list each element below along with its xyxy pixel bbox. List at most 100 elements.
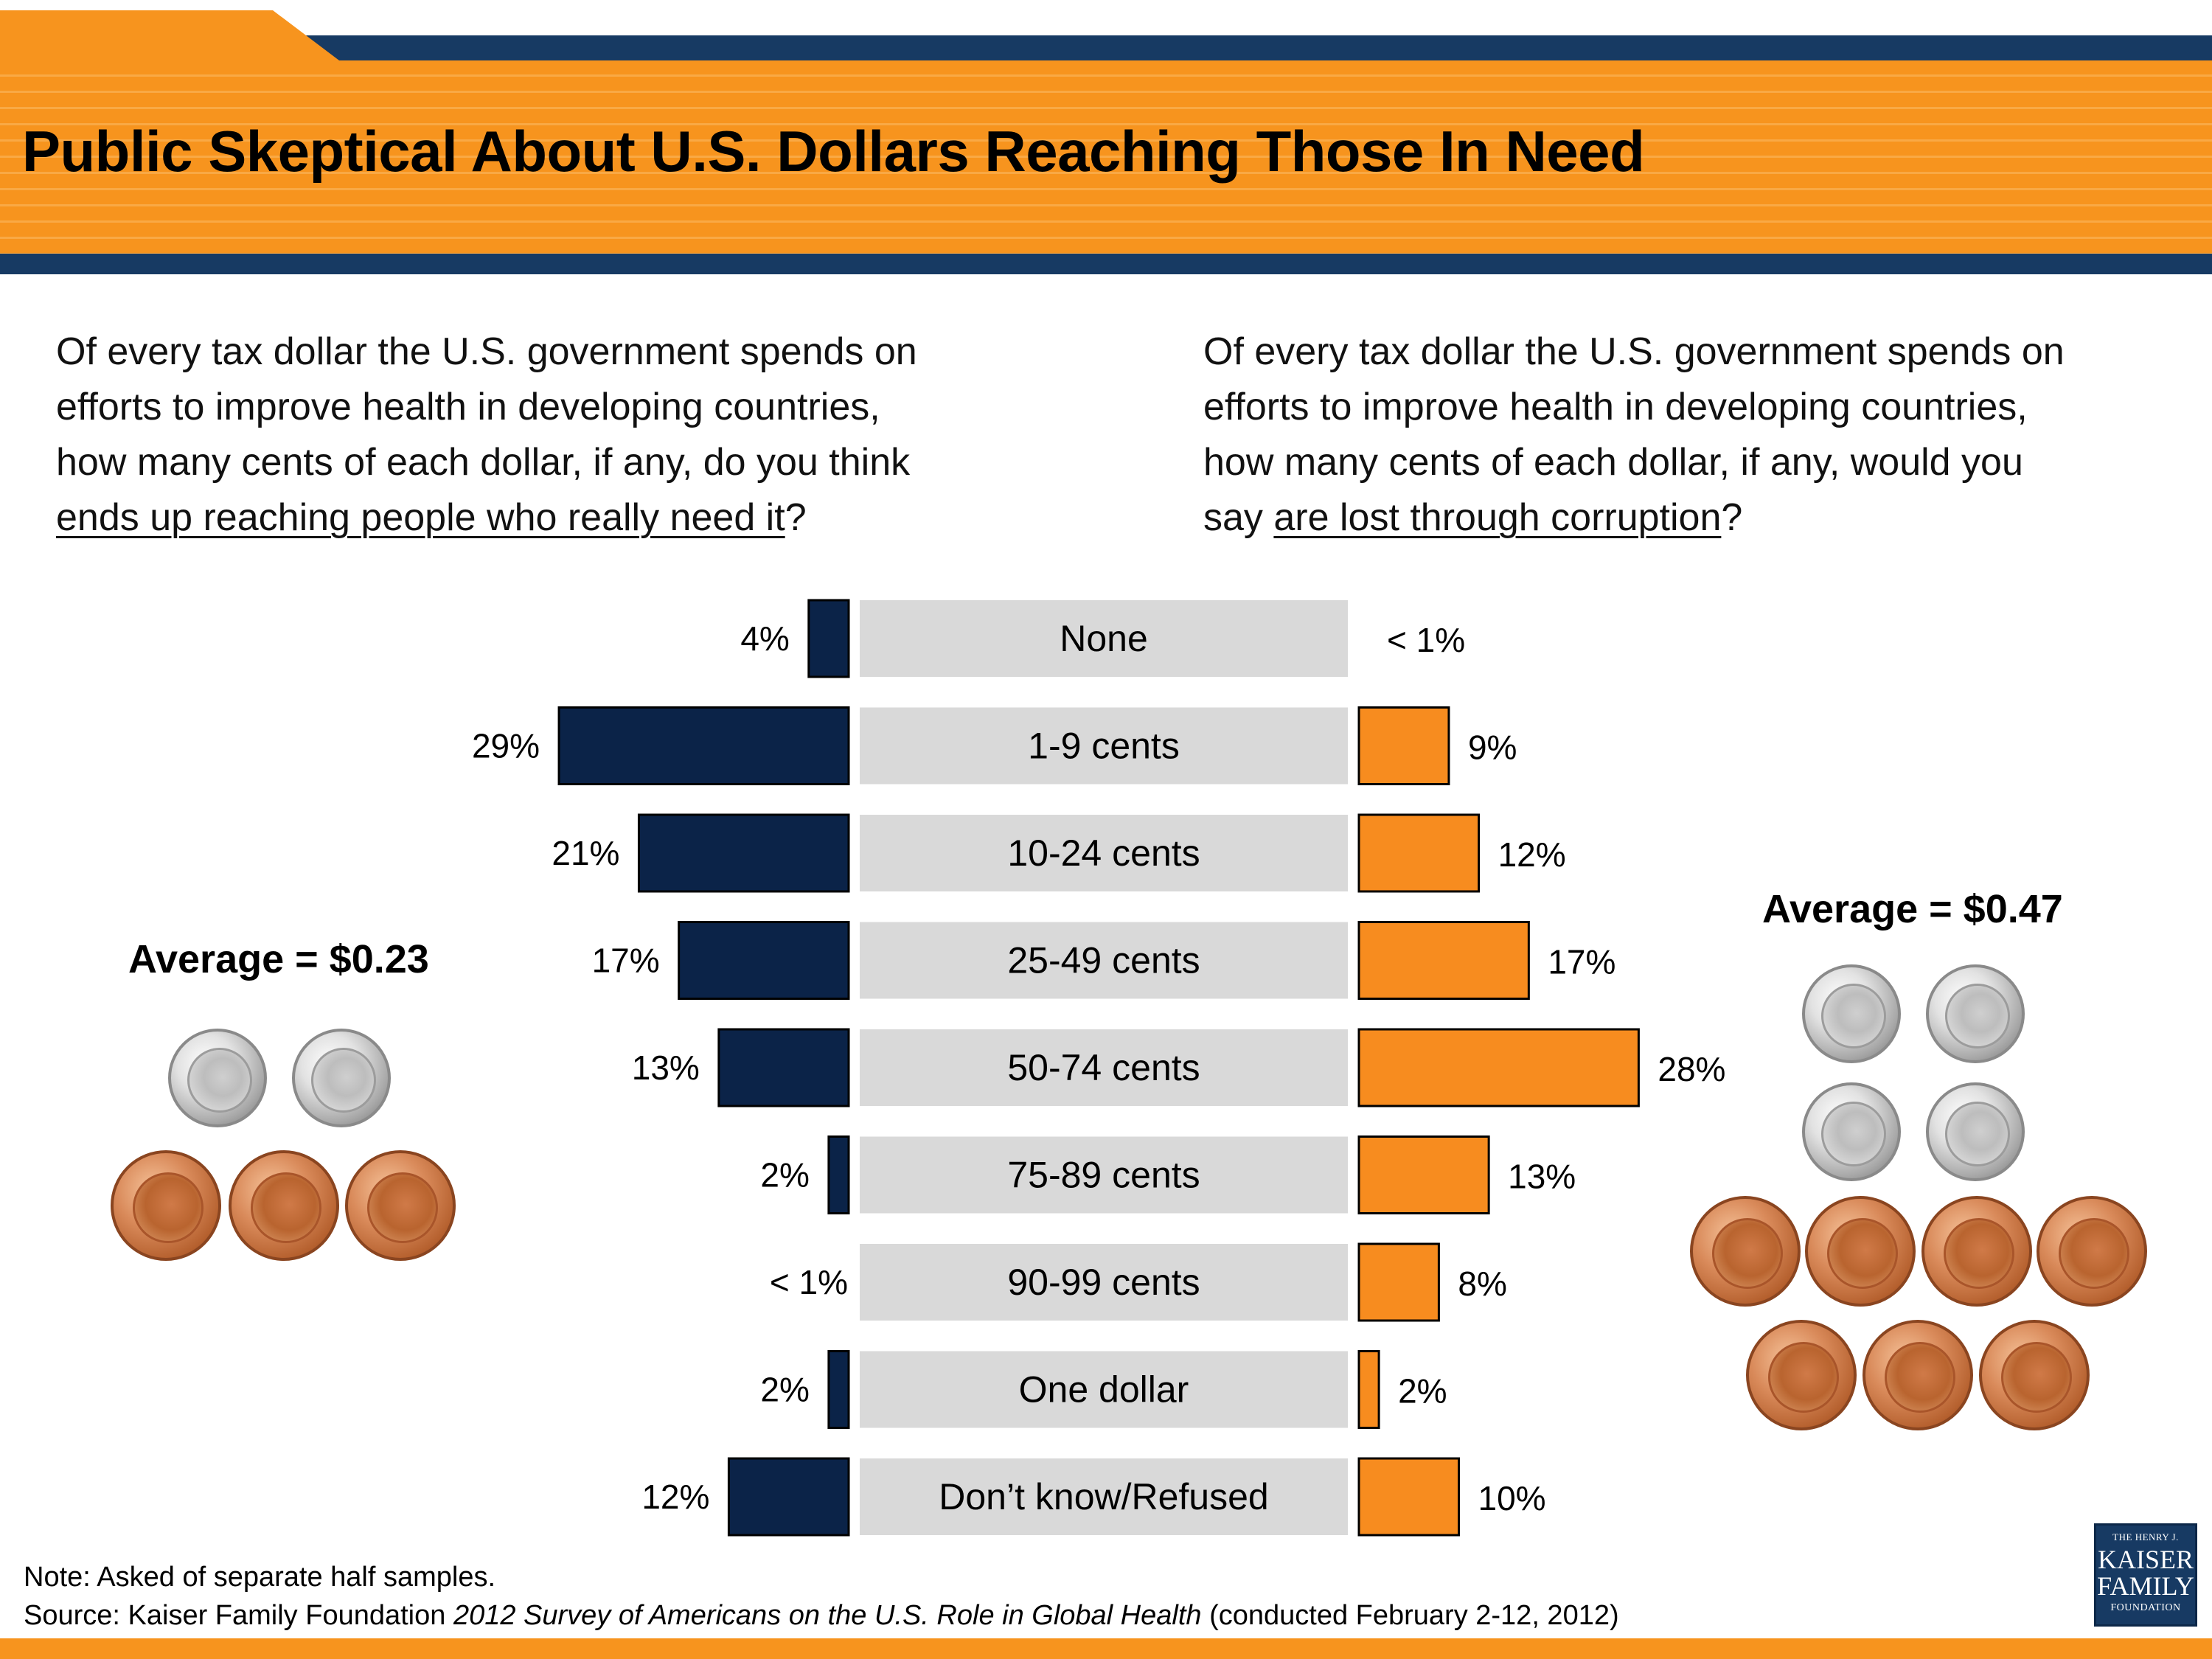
- question-right-line-3: how many cents of each dollar, if any, w…: [1203, 441, 2023, 484]
- bar-corruption: [1357, 921, 1530, 1000]
- question-left-line-4: ends up reaching people who really need …: [56, 490, 1118, 546]
- bar-reach: [807, 599, 850, 678]
- category-label: 1-9 cents: [1028, 726, 1180, 767]
- bar-reach: [678, 921, 850, 1000]
- category-label-box: [860, 600, 1348, 677]
- category-label-box: [860, 1351, 1348, 1428]
- average-right: Average = $0.47: [1762, 887, 2063, 931]
- bar-corruption: [1357, 1135, 1490, 1214]
- category-label-box: [860, 707, 1348, 785]
- penny-icon: [1921, 1196, 2032, 1307]
- source-prefix: Source: Kaiser Family Foundation: [24, 1600, 453, 1631]
- data-label-reach: 29%: [472, 727, 540, 765]
- category-label-box: [860, 815, 1348, 891]
- dime-icon: [292, 1029, 391, 1127]
- category-label: None: [1060, 618, 1148, 659]
- bar-reach: [727, 1457, 850, 1537]
- penny-icon: [345, 1150, 456, 1261]
- source-note: Source: Kaiser Family Foundation 2012 Su…: [24, 1600, 1619, 1632]
- dime-icon: [1926, 1082, 2025, 1181]
- bar-reach: [717, 1028, 850, 1107]
- data-label-corruption: 17%: [1548, 943, 1615, 981]
- dime-icon: [1802, 964, 1901, 1063]
- data-label-reach: 21%: [552, 834, 619, 872]
- logo-line-2: KAISER: [2097, 1545, 2194, 1574]
- question-right-line-1: Of every tax dollar the U.S. government …: [1203, 330, 2065, 373]
- footnote: Note: Asked of separate half samples.: [24, 1562, 496, 1593]
- category-label-box: [860, 922, 1348, 999]
- data-label-reach: 4%: [740, 619, 789, 658]
- category-label: 10-24 cents: [1007, 832, 1200, 874]
- data-label-reach: 2%: [760, 1156, 809, 1194]
- question-right-line-4: say are lost through corruption?: [1203, 490, 2212, 546]
- category-label: 25-49 cents: [1007, 940, 1200, 981]
- bar-corruption: [1357, 706, 1450, 785]
- data-label-reach: 12%: [641, 1478, 709, 1516]
- bar-reach: [827, 1135, 850, 1214]
- data-label-corruption: 28%: [1658, 1050, 1725, 1088]
- logo-line-3: FAMILY: [2097, 1571, 2194, 1601]
- source-title: 2012 Survey of Americans on the U.S. Rol…: [453, 1600, 1202, 1631]
- bar-reach: [557, 706, 850, 785]
- category-label-box: [860, 1458, 1348, 1535]
- data-label-corruption: 12%: [1498, 835, 1566, 874]
- data-label-corruption: 2%: [1398, 1372, 1447, 1411]
- data-label-reach: 13%: [632, 1048, 700, 1087]
- penny-icon: [229, 1150, 339, 1261]
- header-bottom-stripe: [0, 254, 2212, 274]
- question-left-line-2: efforts to improve health in developing …: [56, 386, 880, 428]
- category-label-box: [860, 1136, 1348, 1214]
- question-right-line-2: efforts to improve health in developing …: [1203, 386, 2028, 428]
- dime-icon: [1926, 964, 2025, 1063]
- question-right-suffix: ?: [1721, 496, 1743, 539]
- bar-reach: [637, 813, 850, 893]
- penny-icon: [1979, 1320, 2090, 1430]
- data-label-corruption: < 1%: [1387, 621, 1465, 659]
- question-left-emphasis: ends up reaching people who really need …: [56, 496, 785, 539]
- penny-icon: [1746, 1320, 1857, 1430]
- average-left: Average = $0.23: [128, 937, 429, 981]
- data-label-corruption: 8%: [1458, 1265, 1506, 1303]
- data-label-reach: 2%: [760, 1371, 809, 1409]
- question-right: Of every tax dollar the U.S. government …: [1203, 324, 2212, 546]
- question-left: Of every tax dollar the U.S. government …: [56, 324, 1118, 546]
- bar-corruption: [1357, 1242, 1440, 1322]
- data-label-reach: 17%: [592, 942, 660, 980]
- source-suffix: (conducted February 2-12, 2012): [1201, 1600, 1619, 1631]
- question-right-emphasis: are lost through corruption: [1273, 496, 1722, 539]
- bar-corruption: [1357, 1350, 1380, 1429]
- data-label-corruption: 13%: [1508, 1158, 1576, 1196]
- header-top-stripe: [0, 35, 2212, 60]
- logo-line-4: FOUNDATION: [2110, 1602, 2181, 1613]
- category-label-box: [860, 1244, 1348, 1321]
- page-title: Public Skeptical About U.S. Dollars Reac…: [22, 119, 1645, 184]
- bar-corruption: [1357, 1028, 1640, 1107]
- data-label-reach: < 1%: [770, 1263, 848, 1301]
- penny-icon: [111, 1150, 221, 1261]
- data-label-corruption: 10%: [1478, 1479, 1546, 1517]
- category-label: 90-99 cents: [1007, 1262, 1200, 1303]
- penny-icon: [1863, 1320, 1973, 1430]
- penny-icon: [1805, 1196, 1916, 1307]
- category-label-box: [860, 1029, 1348, 1106]
- bar-corruption: [1357, 813, 1481, 893]
- question-left-suffix: ?: [785, 496, 807, 539]
- category-label: 75-89 cents: [1007, 1155, 1200, 1196]
- dime-icon: [1802, 1082, 1901, 1181]
- penny-icon: [2037, 1196, 2147, 1307]
- question-left-line-3: how many cents of each dollar, if any, d…: [56, 441, 911, 484]
- kff-logo: THE HENRY J. KAISER FAMILY FOUNDATION: [2094, 1523, 2197, 1627]
- header-banner: Public Skeptical About U.S. Dollars Reac…: [0, 0, 2212, 280]
- penny-icon: [1690, 1196, 1801, 1307]
- data-label-corruption: 9%: [1468, 728, 1517, 767]
- category-label: One dollar: [1019, 1369, 1189, 1411]
- dime-icon: [168, 1029, 267, 1127]
- header-orange-band: [0, 60, 2212, 254]
- category-label: 50-74 cents: [1007, 1047, 1200, 1088]
- bar-reach: [827, 1350, 850, 1429]
- question-left-line-1: Of every tax dollar the U.S. government …: [56, 330, 917, 373]
- logo-line-1: THE HENRY J.: [2112, 1531, 2179, 1543]
- footer-bar: [0, 1638, 2212, 1659]
- category-label: Don’t know/Refused: [939, 1476, 1268, 1517]
